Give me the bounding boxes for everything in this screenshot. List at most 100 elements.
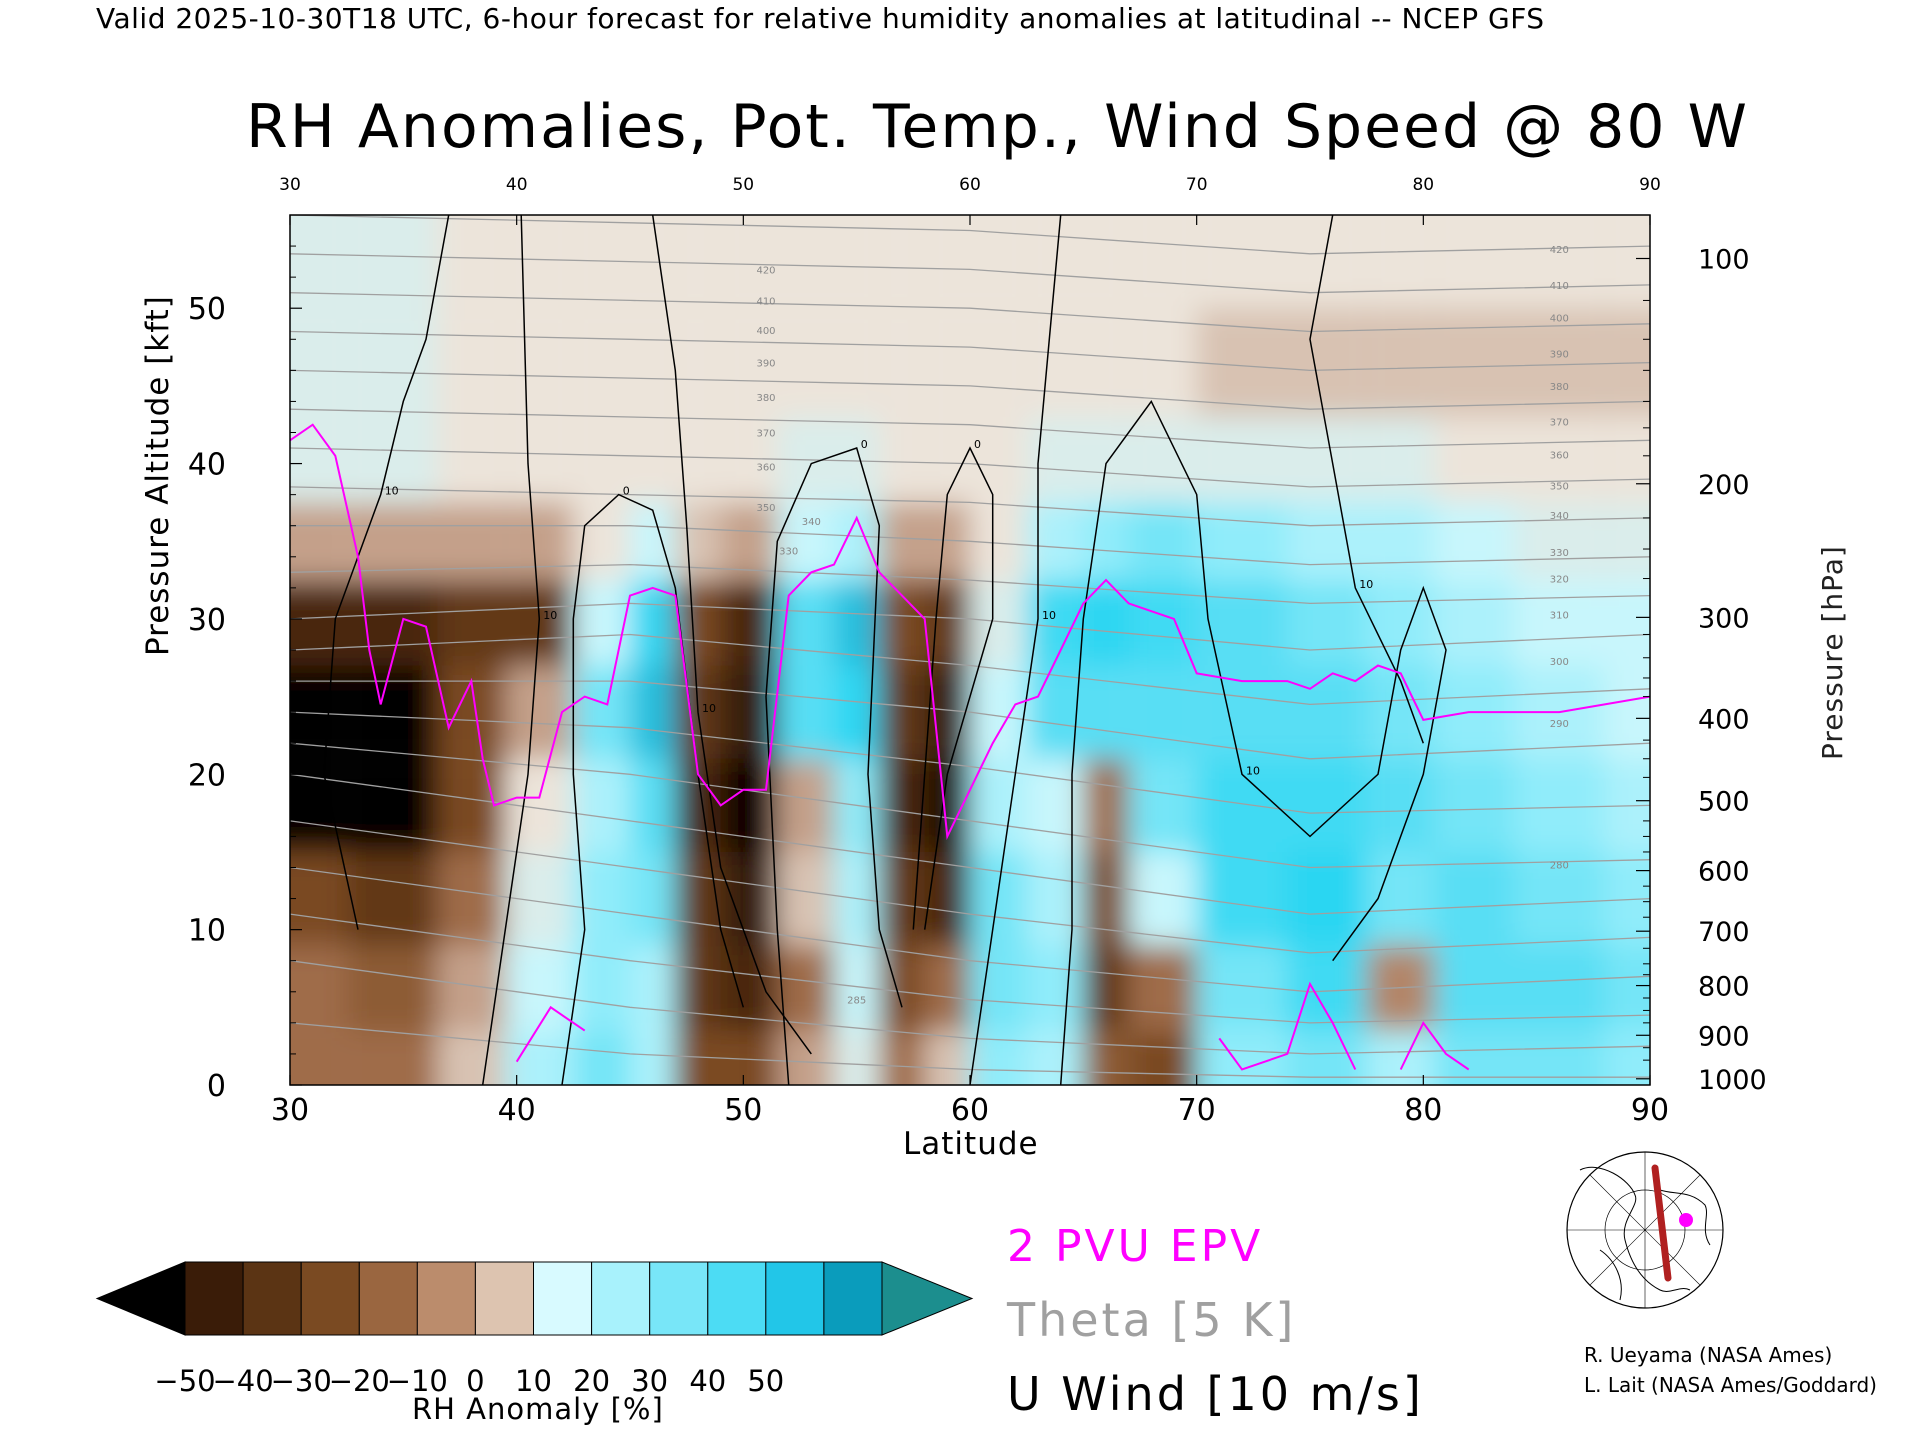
- rh-anomaly-cell: [290, 308, 347, 417]
- rh-anomaly-cell: [290, 1030, 347, 1085]
- rh-anomaly-cell: [1434, 852, 1514, 946]
- rh-anomaly-cell: [675, 417, 721, 503]
- rh-anomaly-cell: [1083, 417, 1129, 503]
- rh-anomaly-cell: [630, 502, 676, 581]
- y-right-tick-label: 500: [1698, 787, 1750, 818]
- x-tick-label-top: 70: [1186, 175, 1208, 195]
- theta-contour-label: 390: [756, 359, 775, 370]
- rh-anomaly-cell: [970, 758, 1027, 852]
- theta-contour-label: 400: [1550, 314, 1569, 325]
- rh-anomaly-cell: [675, 308, 721, 417]
- rh-anomaly-field: [290, 215, 1650, 1085]
- rh-anomaly-cell: [1514, 580, 1605, 666]
- epv-2pvu-low-fragment: [515, 1005, 586, 1063]
- rh-anomaly-cell: [505, 945, 574, 1031]
- rh-anomaly-cell: [290, 417, 347, 503]
- rh-anomaly-cell: [1083, 215, 1129, 309]
- inset-map: [1566, 1151, 1724, 1309]
- rh-anomaly-cell: [834, 1030, 880, 1085]
- rh-anomaly-cell: [1604, 417, 1650, 503]
- u-wind-contour-label: 10: [1359, 578, 1373, 591]
- rh-anomaly-cell: [879, 758, 925, 852]
- rh-anomaly-cell: [1366, 1030, 1435, 1085]
- rh-anomaly-cell: [1196, 417, 1288, 503]
- rh-anomaly-cell: [1514, 758, 1605, 852]
- colorbar-title: RH Anomaly [%]: [412, 1392, 664, 1426]
- theta-contour-label: 350: [756, 503, 775, 514]
- theta-contour-line: [290, 866, 1650, 993]
- theta-contour-label: 300: [1550, 657, 1569, 668]
- credit-line-2: L. Lait (NASA Ames/Goddard): [1584, 1373, 1877, 1397]
- rh-anomaly-cell: [1196, 852, 1288, 946]
- rh-anomaly-cell: [1434, 1030, 1514, 1085]
- u-wind-contour-line: [969, 215, 1062, 1085]
- u-wind-contour-line: [912, 446, 994, 930]
- x-tick-label-top: 90: [1639, 175, 1661, 195]
- theta-contour-line: [290, 960, 1650, 1055]
- y-right-tick-label: 300: [1698, 603, 1750, 634]
- rh-anomaly-cell: [879, 308, 925, 417]
- x-tick-label: 50: [724, 1093, 762, 1128]
- rh-anomaly-cell: [437, 945, 506, 1031]
- colorbar-swatch: [358, 1261, 418, 1336]
- rh-anomaly-cell: [1083, 945, 1129, 1031]
- x-tick-label-top: 30: [279, 175, 301, 195]
- rh-anomaly-cell: [924, 580, 970, 666]
- rh-anomaly-cell: [573, 1030, 630, 1085]
- rh-anomaly-cell: [879, 417, 925, 503]
- rh-anomaly-cell: [290, 502, 347, 581]
- rh-anomaly-cell: [1196, 580, 1288, 666]
- theta-contour-label: 410: [756, 296, 775, 307]
- y-tick-label: 0: [207, 1069, 226, 1104]
- rh-anomaly-cell: [879, 215, 925, 309]
- epv-2pvu-line: [290, 423, 1650, 840]
- u-wind-contour-line: [1309, 215, 1425, 744]
- u-wind-contour-label: 0: [861, 438, 868, 451]
- theta-contour-label: 410: [1550, 281, 1569, 292]
- rh-anomaly-cell: [675, 1030, 721, 1085]
- rh-anomaly-cell: [630, 758, 676, 852]
- inset-map-section-line: [1651, 1164, 1672, 1282]
- theta-contour-label: 330: [1550, 548, 1569, 559]
- colorbar-tick-label: −20: [329, 1364, 390, 1398]
- theta-contour-label: 320: [1550, 575, 1569, 586]
- theta-contour-line: [290, 330, 1650, 372]
- u-wind-contour-label: 10: [1246, 764, 1260, 777]
- rh-anomaly-cell: [346, 502, 438, 581]
- rh-anomaly-cell: [1083, 580, 1129, 666]
- theta-contour-line: [290, 253, 1650, 294]
- rh-anomaly-cell: [970, 502, 1027, 581]
- rh-anomaly-cell: [290, 580, 347, 666]
- rh-anomaly-cell: [924, 852, 970, 946]
- y-right-tick-label: 900: [1698, 1021, 1750, 1052]
- rh-anomaly-cell: [1128, 215, 1197, 309]
- theta-contour-label: 350: [1550, 481, 1569, 492]
- rh-anomaly-cell: [1026, 1030, 1084, 1085]
- colorbar-tick-label: −40: [212, 1364, 273, 1398]
- header-line: Valid 2025-10-30T18 UTC, 6-hour forecast…: [96, 2, 1545, 35]
- rh-anomaly-cell: [879, 945, 925, 1031]
- rh-anomaly-cell: [630, 852, 676, 946]
- colorbar-swatch: [184, 1261, 244, 1336]
- rh-anomaly-cell: [777, 215, 834, 309]
- u-wind-contour-label: 10: [702, 702, 716, 715]
- theta-contour-label: 370: [1550, 418, 1569, 429]
- colorbar-tick-label: 50: [747, 1364, 784, 1398]
- inset-map-marker: [1679, 1213, 1693, 1227]
- theta-contour-label: 310: [1550, 610, 1569, 621]
- colorbar-swatch: [242, 1261, 302, 1336]
- epv-2pvu-low-fragment: [1399, 1020, 1470, 1071]
- y-right-tick-label: 800: [1698, 972, 1750, 1003]
- plot-area: 420 410 400 390 380 370 360 350 340 330 320 310 300 2…: [290, 215, 1650, 1085]
- theta-contour-label: 370: [756, 429, 775, 440]
- rh-anomaly-cell: [1083, 308, 1129, 417]
- rh-anomaly-cell: [1128, 417, 1197, 503]
- rh-anomaly-cell: [346, 665, 438, 759]
- rh-anomaly-cell: [437, 580, 506, 666]
- y-right-tick-label: 600: [1698, 857, 1750, 888]
- rh-anomaly-cell: [1196, 215, 1288, 309]
- rh-anomaly-cell: [675, 852, 721, 946]
- rh-anomaly-cell: [720, 308, 778, 417]
- rh-anomaly-cell: [720, 580, 778, 666]
